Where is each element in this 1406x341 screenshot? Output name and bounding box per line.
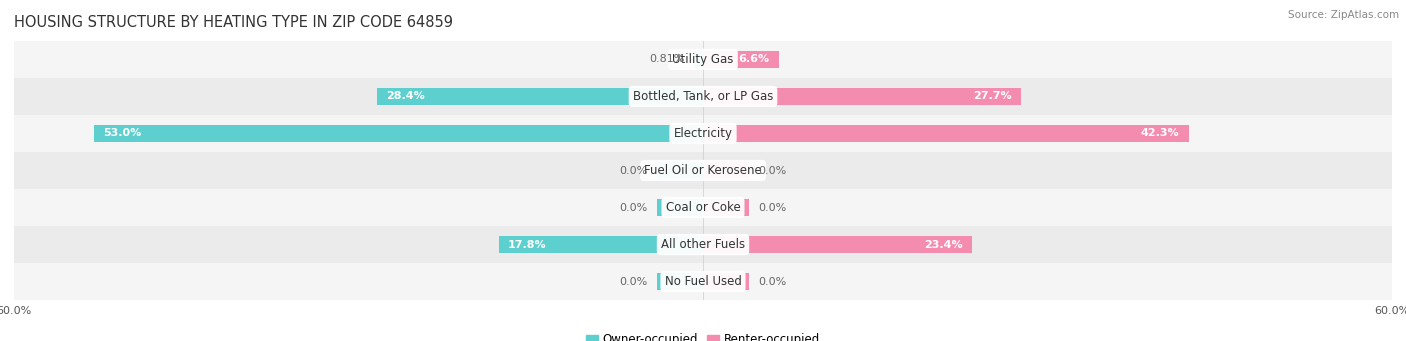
Text: 23.4%: 23.4% — [924, 239, 963, 250]
Bar — [703, 199, 749, 216]
Bar — [703, 125, 1188, 142]
Text: 28.4%: 28.4% — [387, 91, 425, 102]
Text: 0.0%: 0.0% — [620, 277, 648, 286]
Bar — [499, 236, 703, 253]
Text: 42.3%: 42.3% — [1140, 129, 1180, 138]
Bar — [14, 152, 1392, 189]
Text: Coal or Coke: Coal or Coke — [665, 201, 741, 214]
Bar — [14, 41, 1392, 78]
Bar — [693, 51, 703, 68]
Text: All other Fuels: All other Fuels — [661, 238, 745, 251]
Text: 0.0%: 0.0% — [758, 165, 786, 176]
Bar — [703, 273, 749, 290]
Bar — [657, 199, 703, 216]
Text: 17.8%: 17.8% — [508, 239, 547, 250]
Text: 0.0%: 0.0% — [758, 277, 786, 286]
Bar — [14, 115, 1392, 152]
Bar — [14, 189, 1392, 226]
Bar — [14, 226, 1392, 263]
Text: Bottled, Tank, or LP Gas: Bottled, Tank, or LP Gas — [633, 90, 773, 103]
Text: 0.81%: 0.81% — [650, 55, 685, 64]
Text: 6.6%: 6.6% — [738, 55, 769, 64]
Bar — [657, 162, 703, 179]
Bar — [14, 78, 1392, 115]
Text: 0.0%: 0.0% — [620, 203, 648, 212]
Bar — [657, 273, 703, 290]
Text: No Fuel Used: No Fuel Used — [665, 275, 741, 288]
Text: HOUSING STRUCTURE BY HEATING TYPE IN ZIP CODE 64859: HOUSING STRUCTURE BY HEATING TYPE IN ZIP… — [14, 15, 453, 30]
Text: 53.0%: 53.0% — [104, 129, 142, 138]
Text: 0.0%: 0.0% — [620, 165, 648, 176]
Bar — [703, 236, 972, 253]
Text: 0.0%: 0.0% — [758, 203, 786, 212]
Text: Source: ZipAtlas.com: Source: ZipAtlas.com — [1288, 10, 1399, 20]
Text: Electricity: Electricity — [673, 127, 733, 140]
Legend: Owner-occupied, Renter-occupied: Owner-occupied, Renter-occupied — [581, 329, 825, 341]
Bar — [703, 162, 749, 179]
Bar — [703, 51, 779, 68]
Text: 27.7%: 27.7% — [973, 91, 1012, 102]
Bar — [703, 88, 1021, 105]
Bar — [94, 125, 703, 142]
Bar — [377, 88, 703, 105]
Text: Utility Gas: Utility Gas — [672, 53, 734, 66]
Text: Fuel Oil or Kerosene: Fuel Oil or Kerosene — [644, 164, 762, 177]
Bar — [14, 263, 1392, 300]
